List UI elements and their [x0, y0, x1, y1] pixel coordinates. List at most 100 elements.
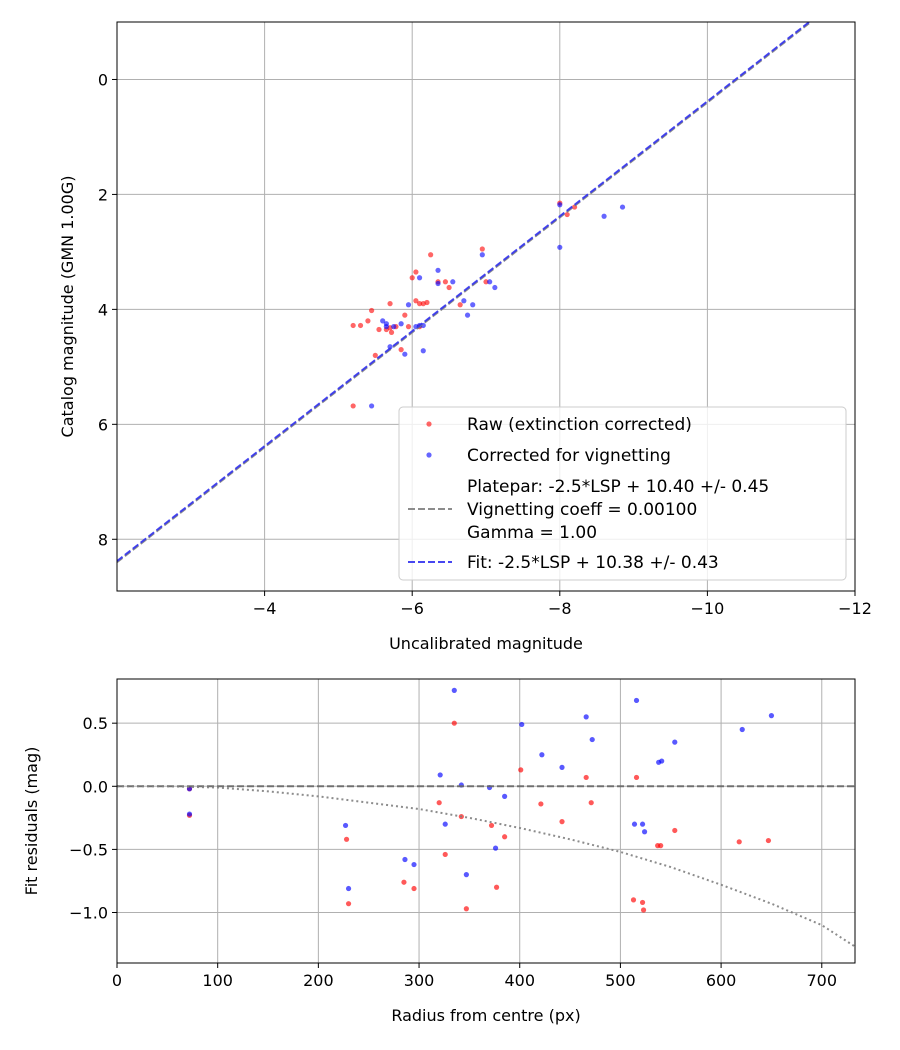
- x-tick-label: 400: [504, 971, 535, 990]
- data-point: [479, 246, 485, 252]
- data-point: [518, 767, 524, 773]
- data-point: [372, 352, 378, 358]
- data-point: [765, 837, 772, 844]
- x-tick-label: 700: [807, 971, 838, 990]
- data-point: [350, 322, 356, 329]
- data-point: [658, 843, 664, 849]
- data-point: [557, 202, 563, 208]
- data-point: [416, 275, 423, 281]
- legend-marker: [426, 452, 432, 458]
- data-point: [768, 713, 775, 719]
- y-tick-label: 0: [98, 70, 108, 89]
- x-tick-label: −12: [838, 599, 872, 618]
- data-point: [391, 324, 397, 330]
- data-point: [559, 819, 565, 825]
- data-point: [457, 302, 463, 308]
- data-point: [589, 736, 595, 743]
- data-point: [451, 687, 457, 693]
- x-tick-label: 300: [404, 971, 435, 990]
- x-tick-label: 0: [112, 971, 122, 990]
- y-tick-label: 4: [98, 300, 108, 319]
- x-tick-label: −10: [691, 599, 725, 618]
- legend-label: Corrected for vignetting: [467, 446, 671, 466]
- data-point: [619, 204, 626, 210]
- data-point: [502, 793, 508, 799]
- data-point: [416, 301, 423, 307]
- data-point: [564, 211, 570, 218]
- data-point: [387, 344, 393, 350]
- data-point: [641, 829, 648, 835]
- x-tick-label: −4: [253, 599, 277, 618]
- data-point: [387, 301, 393, 307]
- data-point: [601, 213, 607, 219]
- data-point: [631, 821, 638, 827]
- data-point: [436, 800, 442, 806]
- legend-label: Platepar: -2.5*LSP + 10.40 +/- 0.45: [467, 477, 769, 497]
- data-point: [463, 906, 469, 912]
- x-tick-label: 600: [706, 971, 737, 990]
- data-point: [583, 774, 589, 781]
- legend-box: [398, 406, 847, 581]
- series-line: [117, 22, 811, 562]
- data-point: [402, 351, 408, 357]
- data-point: [487, 279, 493, 285]
- data-point: [672, 827, 678, 834]
- data-point: [446, 284, 452, 291]
- data-point: [633, 774, 640, 781]
- residuals-chart: 0 100 200 300 400 500 600 700 0.5 0.0 −0.5 −1.0 Rad…: [22, 678, 856, 1025]
- x-tick-label: −8: [548, 599, 572, 618]
- data-point: [493, 884, 500, 890]
- data-point: [470, 302, 476, 308]
- data-point: [342, 822, 349, 829]
- data-point: [588, 800, 594, 806]
- data-point: [343, 836, 350, 842]
- data-point: [435, 280, 441, 287]
- residuals-chart-y-axis-label: Fit residuals (mag): [22, 747, 41, 896]
- magnitude-chart-legend: Raw (extinction corrected) Corrected for …: [398, 406, 847, 581]
- data-point: [388, 329, 395, 335]
- data-point: [369, 403, 375, 409]
- data-point: [492, 284, 498, 291]
- data-point: [442, 821, 448, 827]
- magnitude-chart-x-axis-label: Uncalibrated magnitude: [389, 634, 583, 653]
- data-point: [672, 739, 678, 745]
- magnitude-calibration-chart: −4 −6 −8 −10 −12 0 2 4 6 8 Uncalibrated magnitude…: [58, 21, 872, 653]
- data-point: [483, 279, 489, 285]
- y-tick-label: 8: [98, 530, 108, 549]
- data-point: [345, 901, 352, 907]
- data-point: [411, 885, 417, 892]
- data-point: [402, 312, 408, 318]
- legend-label: Vignetting coeff = 0.00100: [467, 500, 697, 520]
- data-point: [383, 321, 389, 327]
- data-point: [186, 811, 193, 817]
- data-point: [463, 872, 469, 878]
- legend-label: Gamma = 1.00: [467, 523, 597, 543]
- data-point: [413, 298, 419, 304]
- data-point: [557, 244, 563, 250]
- y-tick-label: −0.5: [69, 840, 108, 859]
- magnitude-chart-data: [117, 22, 813, 564]
- legend-marker: [426, 421, 432, 427]
- y-tick-label: 0.5: [83, 714, 108, 733]
- data-point: [376, 326, 382, 333]
- data-point: [345, 885, 352, 892]
- data-point: [357, 322, 364, 329]
- data-point: [411, 861, 417, 868]
- data-point: [350, 403, 356, 409]
- data-point: [630, 897, 637, 903]
- data-point: [442, 279, 449, 285]
- x-tick-label: 100: [202, 971, 233, 990]
- data-point: [539, 752, 545, 758]
- data-point: [659, 758, 665, 764]
- data-point: [583, 714, 589, 720]
- magnitude-chart-y-axis-label: Catalog magnitude (GMN 1.00G): [58, 176, 77, 438]
- data-point: [401, 879, 407, 885]
- legend-label: Raw (extinction corrected): [467, 415, 692, 435]
- data-point: [442, 851, 448, 858]
- data-point: [398, 321, 404, 327]
- data-point: [424, 299, 430, 306]
- legend-label: Fit: -2.5*LSP + 10.38 +/- 0.43: [467, 553, 719, 573]
- x-tick-label: −6: [400, 599, 424, 618]
- data-point: [640, 907, 647, 913]
- residuals-chart-data: [117, 687, 855, 948]
